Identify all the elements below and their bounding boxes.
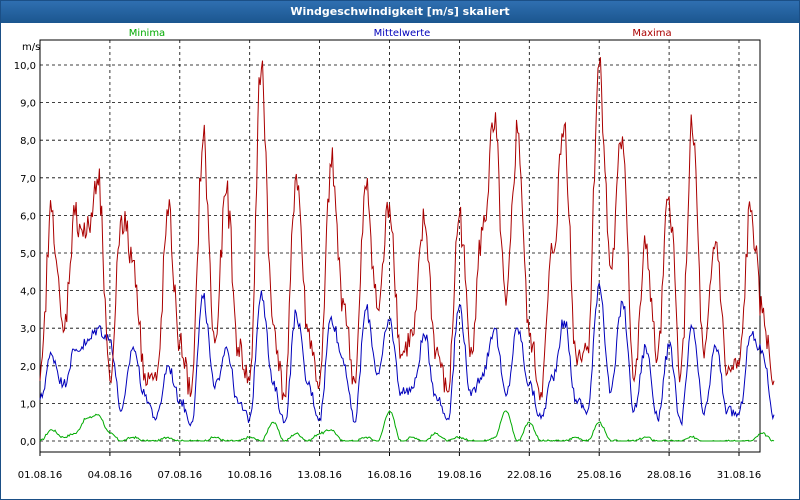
x-axis: 01.08.16 04.08.16 07.08.16 10.08.16 13.08.16… <box>18 452 762 481</box>
x-tick-label: 01.08.16 <box>18 470 63 481</box>
x-tick-label: 22.08.16 <box>507 470 552 481</box>
series <box>39 57 775 442</box>
x-tick-label: 19.08.16 <box>437 470 482 481</box>
y-tick-label: 9,0 <box>20 99 36 110</box>
y-tick-label: 5,0 <box>20 249 36 260</box>
grid <box>40 40 760 452</box>
legend-mittelwerte: Mittelwerte <box>374 28 431 39</box>
legend: Minima Mittelwerte Maxima <box>129 28 672 39</box>
y-axis: 0,0 1,0 2,0 3,0 4,0 5,0 6,0 7,0 8,0 9,0 10,0 <box>14 61 36 448</box>
y-tick-label: 0,0 <box>20 437 36 448</box>
plot-frame <box>39 39 761 453</box>
x-tick-label: 28.08.16 <box>647 470 692 481</box>
y-tick-label: 2,0 <box>20 362 36 373</box>
x-tick-label: 13.08.16 <box>297 470 342 481</box>
y-tick-label: 8,0 <box>20 136 36 147</box>
legend-minima: Minima <box>129 28 165 39</box>
legend-maxima: Maxima <box>632 28 671 39</box>
y-tick-label: 1,0 <box>20 399 36 410</box>
x-tick-label: 16.08.16 <box>367 470 412 481</box>
series-line-minima <box>39 410 775 442</box>
x-tick-label: 31.08.16 <box>717 470 762 481</box>
x-tick-label: 10.08.16 <box>227 470 272 481</box>
y-tick-label: 4,0 <box>20 287 36 298</box>
window-title: Windgeschwindigkeit [m/s] skaliert <box>1 1 799 23</box>
y-axis-label: m/s <box>22 42 40 53</box>
series-line-maxima <box>39 57 775 401</box>
series-line-mittelwerte <box>39 282 775 427</box>
x-tick-label: 25.08.16 <box>577 470 622 481</box>
y-tick-label: 3,0 <box>20 324 36 335</box>
y-tick-label: 7,0 <box>20 174 36 185</box>
y-tick-label: 6,0 <box>20 211 36 222</box>
x-tick-label: 07.08.16 <box>158 470 203 481</box>
y-tick-label: 10,0 <box>14 61 36 72</box>
x-tick-label: 04.08.16 <box>88 470 133 481</box>
